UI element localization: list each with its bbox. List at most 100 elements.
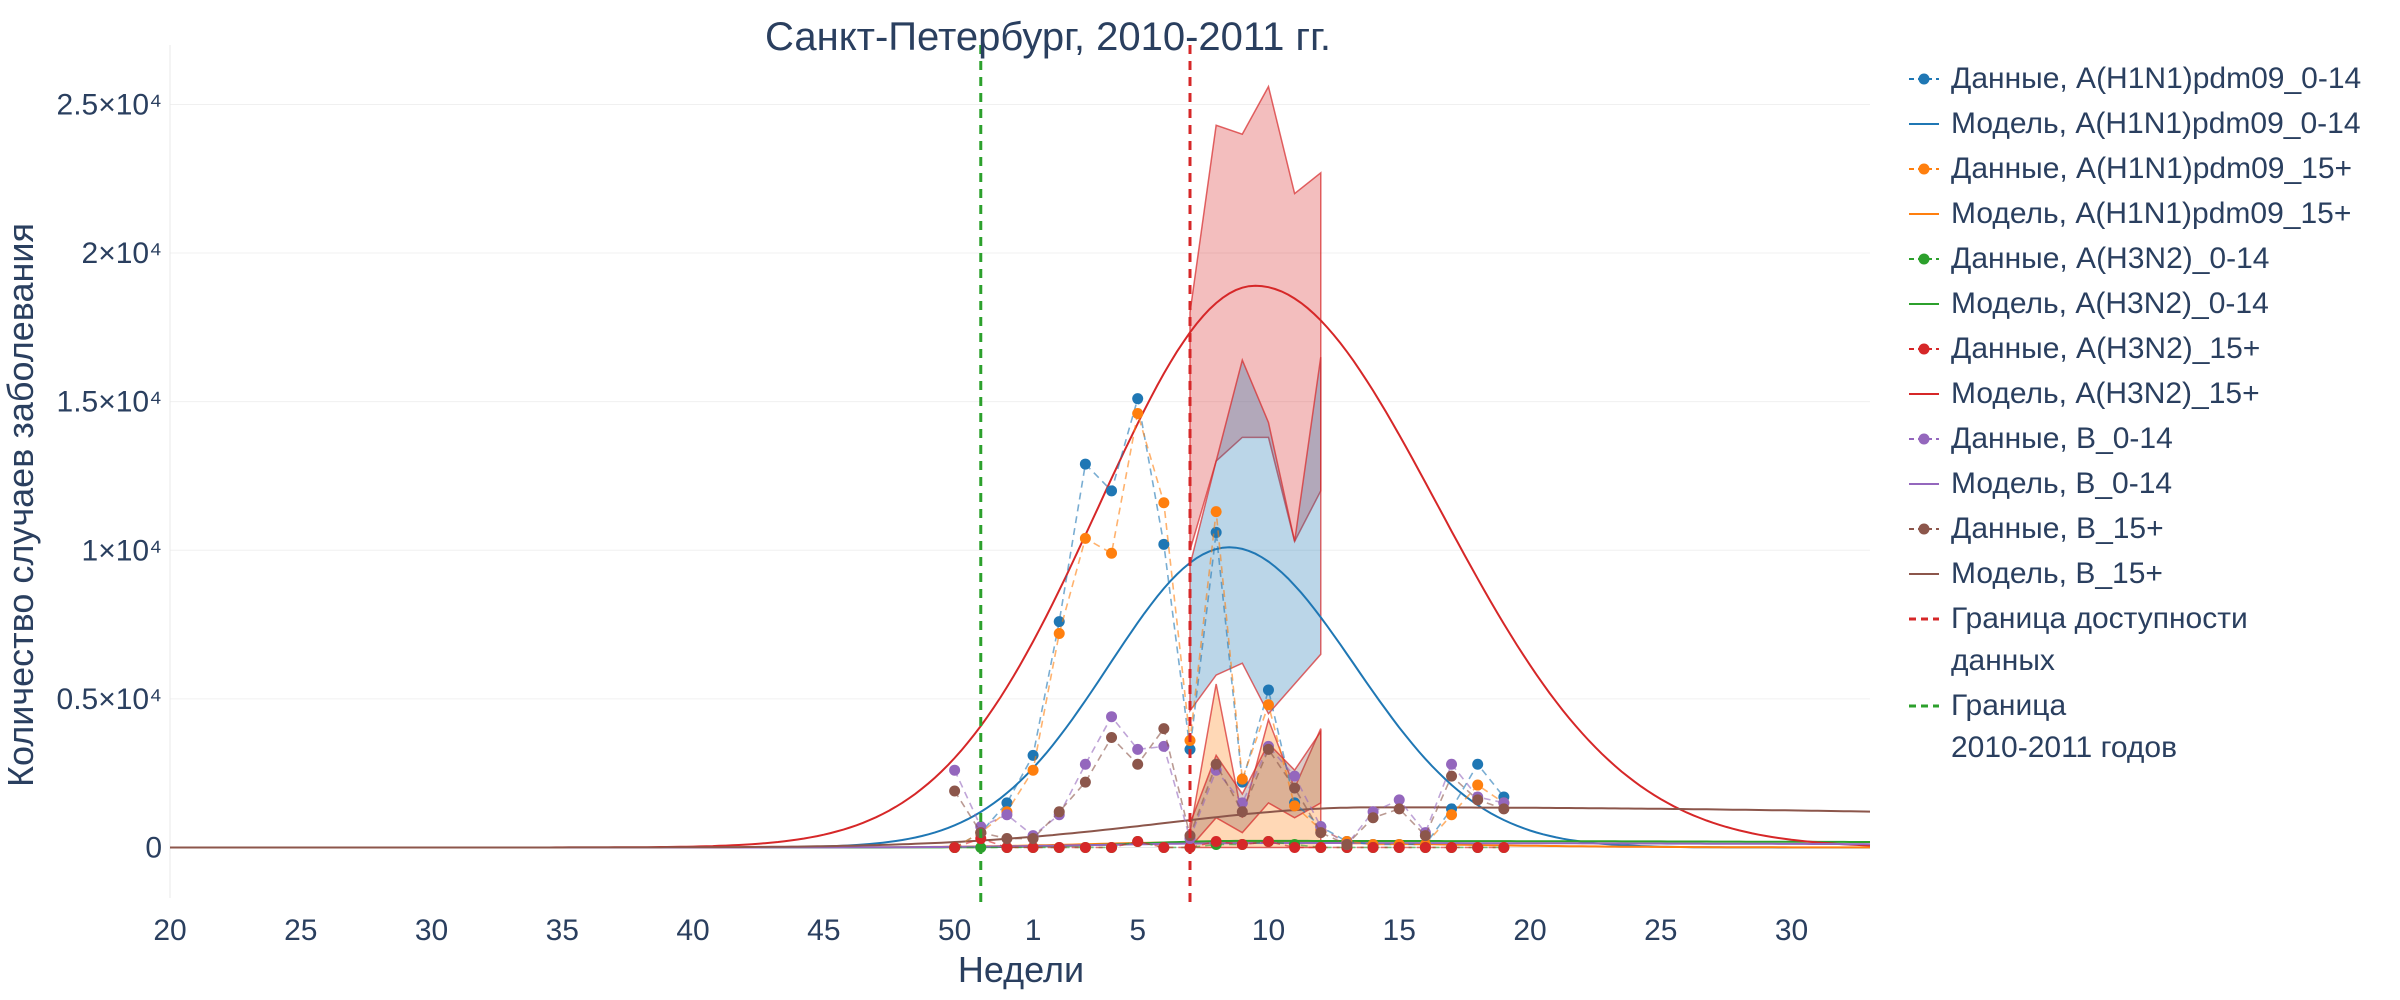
legend-swatch xyxy=(1909,573,1939,575)
y-tick-label: 1.5×10⁴ xyxy=(57,386,162,419)
y-tick-label: 1×10⁴ xyxy=(82,534,162,567)
data-point xyxy=(1106,732,1118,744)
legend-swatch xyxy=(1909,343,1939,355)
data-point xyxy=(1236,839,1248,851)
legend-swatch xyxy=(1909,253,1939,265)
legend-swatch xyxy=(1909,123,1939,125)
legend-item[interactable]: Модель, A(H3N2)_0-14 xyxy=(1905,283,2395,328)
data-point xyxy=(1106,841,1118,853)
band-h1n1-0-14 xyxy=(1189,356,1322,716)
legend-swatch xyxy=(1909,163,1939,175)
data-point xyxy=(1106,711,1118,723)
legend-swatch xyxy=(1909,617,1939,621)
legend-swatch-marker xyxy=(1918,73,1930,85)
data-point xyxy=(1419,841,1431,853)
legend-label: Данные, B_15+ xyxy=(1951,512,2164,545)
data-point xyxy=(1079,532,1091,544)
data-point xyxy=(1158,723,1170,735)
data-point xyxy=(1341,839,1353,851)
gridlines xyxy=(169,45,1870,898)
legend-item[interactable]: Модель, B_0-14 xyxy=(1905,463,2395,508)
legend-item[interactable]: Данные, A(H3N2)_0-14 xyxy=(1905,238,2395,283)
y-tick-label: 2×10⁴ xyxy=(82,237,162,270)
data-point xyxy=(1289,841,1301,853)
data-point xyxy=(1106,485,1118,497)
legend-item[interactable]: Граница 2010-2011 годов xyxy=(1905,685,2395,772)
data-point xyxy=(1027,749,1039,761)
data-point xyxy=(1001,797,1013,809)
y-tick-label: 2.5×10⁴ xyxy=(57,88,162,121)
legend-item[interactable]: Данные, A(H1N1)pdm09_15+ xyxy=(1905,148,2395,193)
data-point xyxy=(1262,684,1274,696)
legend-item[interactable]: Данные, B_15+ xyxy=(1905,508,2395,553)
x-tick-label: 45 xyxy=(807,914,840,947)
data-point xyxy=(1053,616,1065,628)
y-tick-labels: 0 0.5×10⁴ 1×10⁴ 1.5×10⁴ 2×10⁴ 2.5×10⁴ xyxy=(57,88,162,864)
legend-swatch xyxy=(1909,393,1939,395)
legend-item[interactable]: Граница доступности данных xyxy=(1905,598,2395,685)
legend-label: Данные, A(H1N1)pdm09_15+ xyxy=(1951,152,2353,185)
data-line xyxy=(953,715,1505,846)
legend-label: Граница доступности данных xyxy=(1951,602,2248,677)
x-tick-label: 30 xyxy=(415,914,448,947)
data-point xyxy=(1079,776,1091,788)
data-point xyxy=(1158,841,1170,853)
data-point xyxy=(1472,758,1484,770)
data-point xyxy=(1262,836,1274,848)
legend-label: Модель, A(H1N1)pdm09_0-14 xyxy=(1951,107,2361,140)
data-point xyxy=(1079,458,1091,470)
data-line xyxy=(954,398,1505,849)
data-point xyxy=(1446,841,1458,853)
data-point xyxy=(1393,794,1405,806)
data-point xyxy=(1027,833,1039,845)
data-point xyxy=(1106,547,1118,559)
x-tick-label: 25 xyxy=(1644,914,1677,947)
model-curve xyxy=(170,284,1871,849)
data-point xyxy=(1001,841,1013,853)
boundary-lines xyxy=(979,45,1192,902)
data-point xyxy=(1367,841,1379,853)
data-point xyxy=(1158,538,1170,550)
legend-item[interactable]: Модель, A(H3N2)_15+ xyxy=(1905,373,2395,418)
model-curve xyxy=(170,546,1870,849)
data-point xyxy=(1262,699,1274,711)
legend-label: Данные, A(H3N2)_15+ xyxy=(1951,332,2261,365)
legend-label: Данные, A(H3N2)_0-14 xyxy=(1951,242,2270,275)
data-point xyxy=(1315,827,1327,839)
uncertainty-bands xyxy=(1189,84,1322,850)
data-point xyxy=(1262,743,1274,755)
x-tick-label: 40 xyxy=(676,914,709,947)
data-point xyxy=(1446,809,1458,821)
x-tick-labels: 20 25 30 35 40 45 50 1 5 10 15 20 25 30 xyxy=(153,914,1808,947)
y-tick-label: 0.5×10⁴ xyxy=(57,683,162,716)
data-point xyxy=(949,841,961,853)
x-tick-label: 15 xyxy=(1383,914,1416,947)
legend-item[interactable]: Данные, B_0-14 xyxy=(1905,418,2395,463)
data-point xyxy=(1132,743,1144,755)
x-tick-label: 20 xyxy=(1513,914,1546,947)
data-point xyxy=(1210,506,1222,518)
data-line xyxy=(954,413,1505,849)
data-point xyxy=(1027,841,1039,853)
data-point xyxy=(1236,806,1248,818)
legend-item[interactable]: Данные, A(H3N2)_15+ xyxy=(1905,328,2395,373)
legend-item[interactable]: Модель, A(H1N1)pdm09_0-14 xyxy=(1905,103,2395,148)
x-tick-label: 35 xyxy=(546,914,579,947)
data-point xyxy=(1393,841,1405,853)
legend-swatch xyxy=(1909,303,1939,305)
data-point xyxy=(949,785,961,797)
data-point xyxy=(1289,782,1301,794)
data-point xyxy=(1210,836,1222,848)
data-point xyxy=(1079,841,1091,853)
legend-swatch xyxy=(1909,523,1939,535)
legend-swatch xyxy=(1909,483,1939,485)
y-axis-title: Количество случаев заболевания xyxy=(0,223,41,787)
legend-item[interactable]: Данные, A(H1N1)pdm09_0-14 xyxy=(1905,58,2395,103)
legend-item[interactable]: Модель, B_15+ xyxy=(1905,553,2395,598)
legend-label: Модель, B_15+ xyxy=(1951,557,2163,590)
legend-item[interactable]: Модель, A(H1N1)pdm09_15+ xyxy=(1905,193,2395,238)
legend-swatch-marker xyxy=(1918,163,1930,175)
legend-label: Данные, B_0-14 xyxy=(1951,422,2173,455)
legend-swatch-marker xyxy=(1918,433,1930,445)
